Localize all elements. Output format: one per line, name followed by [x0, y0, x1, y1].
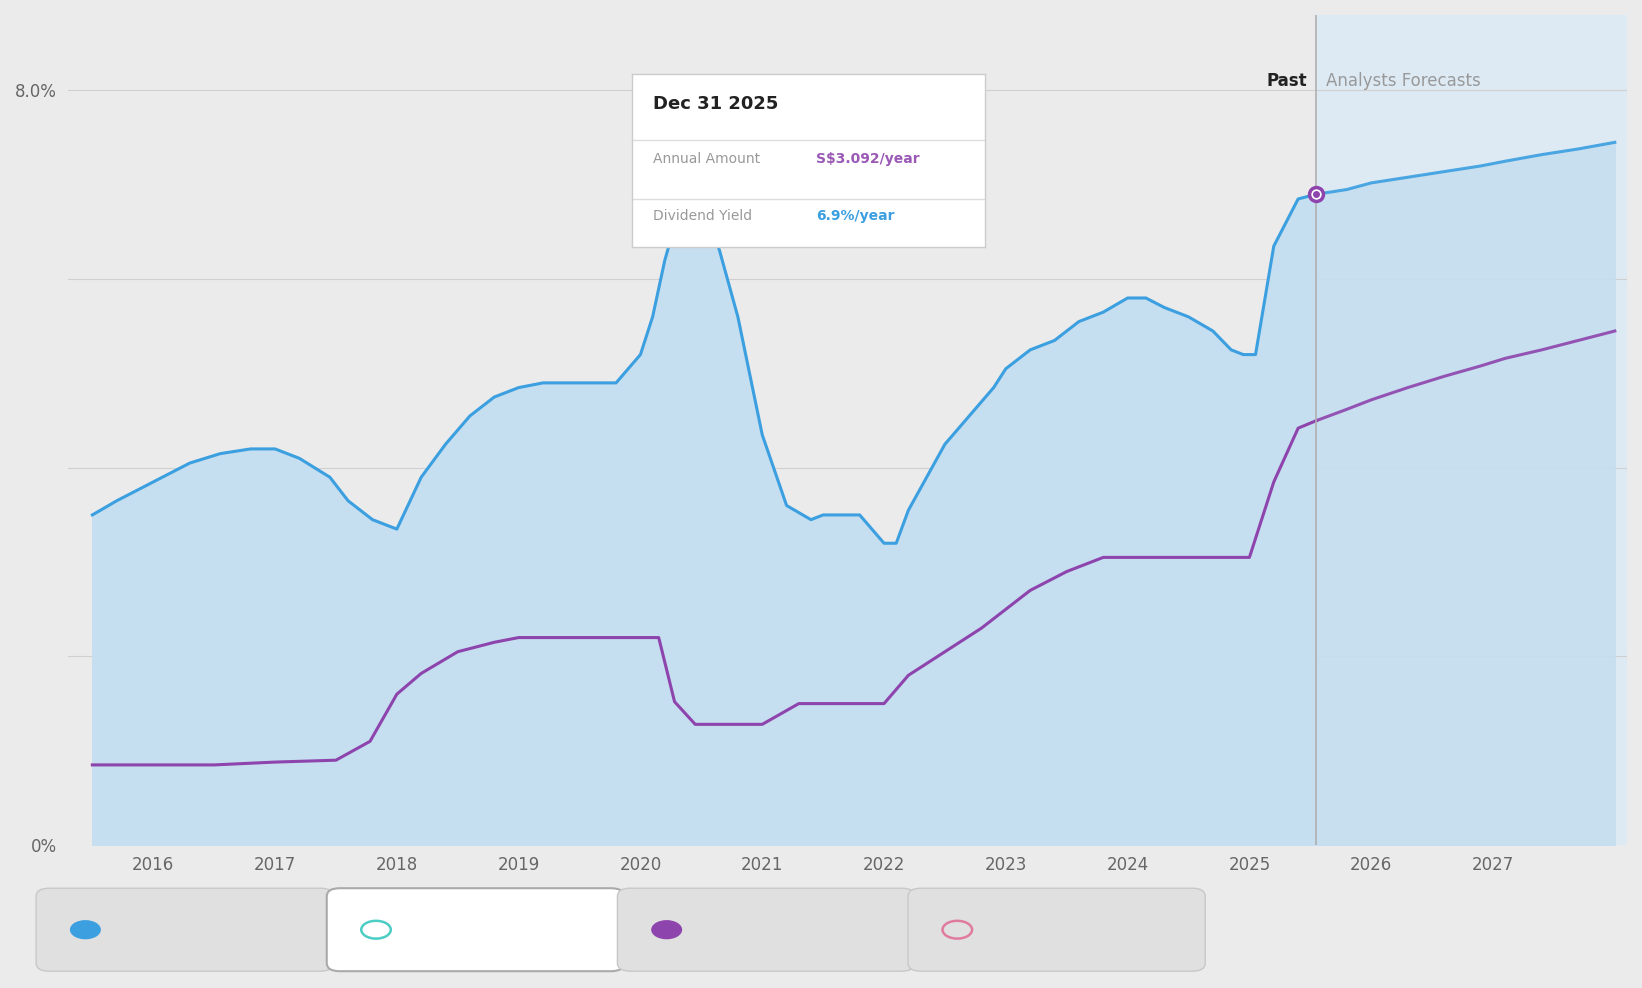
Text: Annual Amount: Annual Amount — [691, 922, 824, 938]
Bar — [1317, 15, 1627, 845]
Text: Annual Amount: Annual Amount — [654, 152, 760, 166]
Text: Dividend Yield: Dividend Yield — [110, 922, 233, 938]
Text: Past: Past — [1266, 72, 1307, 90]
Text: Dec 31 2025: Dec 31 2025 — [654, 95, 778, 113]
Text: Dividend Payments: Dividend Payments — [401, 922, 565, 938]
Text: Dividend Yield: Dividend Yield — [654, 209, 752, 223]
Text: Earnings Per Share: Earnings Per Share — [982, 922, 1146, 938]
Text: S$3.092/year: S$3.092/year — [816, 152, 920, 166]
Text: 6.9%/year: 6.9%/year — [816, 209, 895, 223]
Text: Analysts Forecasts: Analysts Forecasts — [1327, 72, 1481, 90]
